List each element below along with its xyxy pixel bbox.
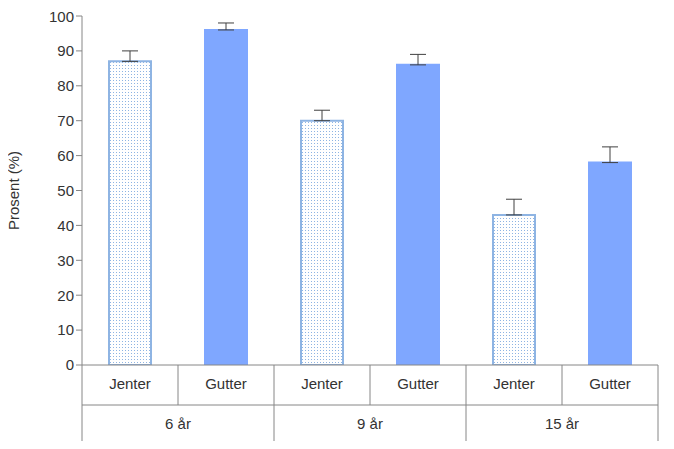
svg-text:10: 10 xyxy=(57,321,74,338)
svg-text:30: 30 xyxy=(57,252,74,269)
svg-text:Gutter: Gutter xyxy=(205,375,247,392)
svg-text:Prosent (%): Prosent (%) xyxy=(8,151,22,230)
svg-text:80: 80 xyxy=(57,77,74,94)
svg-text:70: 70 xyxy=(57,112,74,129)
svg-text:0: 0 xyxy=(66,356,74,373)
svg-text:40: 40 xyxy=(57,217,74,234)
svg-text:15 år: 15 år xyxy=(545,415,579,432)
svg-text:6 år: 6 år xyxy=(165,415,191,432)
svg-text:Jenter: Jenter xyxy=(493,375,535,392)
svg-text:100: 100 xyxy=(49,8,74,25)
svg-text:Jenter: Jenter xyxy=(301,375,343,392)
svg-text:Gutter: Gutter xyxy=(397,375,439,392)
svg-text:9 år: 9 år xyxy=(357,415,383,432)
svg-text:90: 90 xyxy=(57,42,74,59)
svg-text:60: 60 xyxy=(57,147,74,164)
svg-text:20: 20 xyxy=(57,287,74,304)
svg-text:Jenter: Jenter xyxy=(109,375,151,392)
svg-text:50: 50 xyxy=(57,182,74,199)
svg-text:Gutter: Gutter xyxy=(589,375,631,392)
